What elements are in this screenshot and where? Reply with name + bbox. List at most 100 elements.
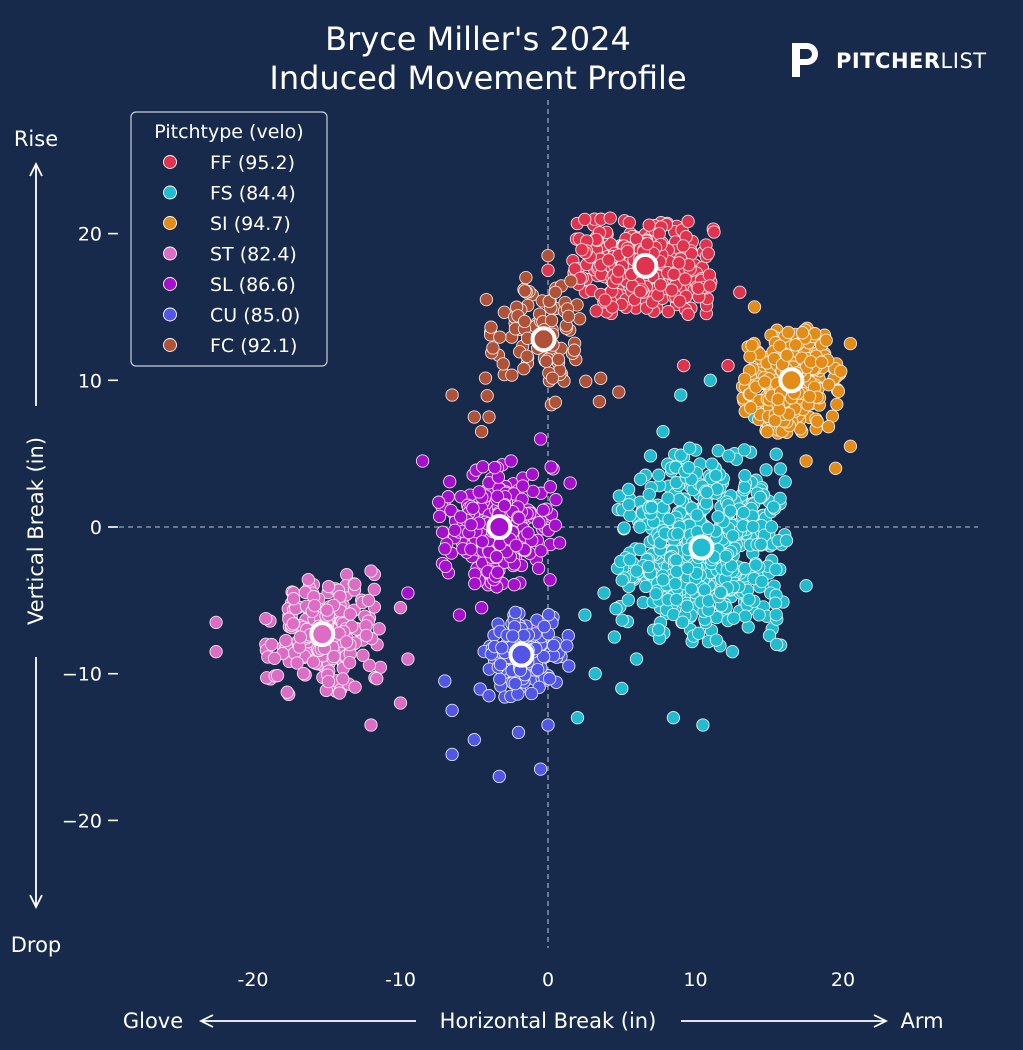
pitch-point [742,592,756,607]
legend-label-st: ST (82.4) [210,244,297,266]
legend-label-cu: CU (85.0) [210,305,300,327]
pitch-point [672,492,686,507]
pitch-point [364,564,378,578]
pitch-point [475,535,489,549]
pitch-point [726,529,740,543]
pitch-point [769,608,783,622]
pitch-point [700,485,714,499]
pitch-point [536,503,550,517]
pitch-point [769,447,783,461]
x-tick-label: 0 [542,969,554,991]
pitch-point [561,309,576,323]
pitch-point [737,443,752,457]
pitch-point [701,521,715,535]
pitch-point [615,681,629,696]
pitch-point [484,320,498,334]
pitch-point [259,611,273,626]
pitch-point [270,668,285,683]
series-fs-points [570,373,813,732]
pitch-point [490,489,505,503]
pitch-point [666,711,681,725]
legend-title: Pitchtype (velo) [154,121,303,143]
pitch-point [649,587,663,601]
direction-rise-label: Rise [14,127,58,151]
pitch-point [505,368,519,382]
pitch-point [589,304,603,318]
pitch-point [578,608,592,622]
y-tick-label: 20 [78,224,102,246]
pitch-point [592,394,607,409]
pitch-point [677,358,691,373]
pitch-point [597,586,611,600]
pitch-point [542,294,556,308]
pitch-point [286,592,301,606]
pitch-point [517,362,531,376]
mean-markers [309,252,805,668]
pitch-point [633,284,647,299]
pitch-point [496,357,510,371]
pitch-point [209,645,223,659]
brand-bold: PITCHER [836,49,941,73]
legend-marker-cu [163,307,177,322]
pitch-point [438,674,452,688]
pitch-point [544,313,559,328]
pitch-point [753,490,767,504]
pitch-point [676,239,690,253]
pitch-point [512,511,526,525]
pitch-point [361,593,376,608]
pitch-point [542,672,557,686]
pitch-point [336,672,350,686]
pitch-point [622,497,636,512]
pitch-point [531,662,545,677]
pitch-point [682,460,696,475]
pitch-point [517,314,532,329]
pitch-point [690,508,704,522]
pitch-point [342,655,357,670]
pitch-point [286,617,300,631]
pitch-point [473,682,487,696]
pitch-point [843,336,858,351]
pitch-point [743,350,757,364]
pitch-point [781,325,795,340]
pitch-point [493,657,508,672]
legend: Pitchtype (velo) FF (95.2) FS (84.4) SI (9… [130,111,328,367]
legend-label-ff: FF (95.2) [210,152,295,174]
pitch-point [296,666,311,681]
pitch-point [769,562,783,577]
pitch-point [306,655,321,669]
pitch-point [831,384,846,398]
legend-label-fc: FC (92.1) [210,335,297,357]
pitch-point [508,676,522,691]
arm-arrow [681,1014,889,1028]
pitch-point [546,638,561,653]
pitch-point [564,274,578,288]
pitch-point [570,711,585,725]
pitch-point [819,333,833,347]
pitch-point [705,457,719,471]
pitch-point [821,378,836,392]
pitch-point [562,659,576,673]
pitch-point [766,500,781,514]
pitch-point [788,338,803,352]
pitch-point [656,424,670,439]
pitch-point [468,576,482,591]
brand-light: LIST [941,49,987,73]
pitch-point [617,521,631,535]
pitch-point [472,485,486,499]
pitch-point [633,472,648,486]
x-axis-label: Horizontal Break (in) [440,1009,657,1033]
legend-label-sl: SL (86.6) [210,274,296,296]
pitch-point [489,550,504,564]
rise-arrow [29,161,43,406]
legend-marker-sl [163,277,177,291]
pitch-point [641,559,656,574]
pitch-point [640,237,654,251]
pitch-point [736,505,751,520]
pitch-point [544,460,558,474]
pitch-point [560,639,574,653]
pitch-point [467,410,481,424]
pitch-point [506,629,520,643]
pitch-point [532,516,546,530]
pitch-point [780,348,794,362]
series-cu-points [438,605,576,784]
